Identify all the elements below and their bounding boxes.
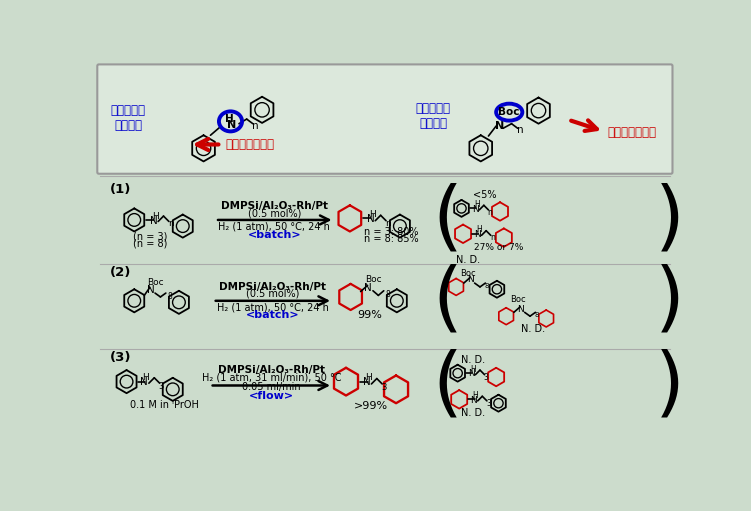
Text: Boc: Boc (510, 295, 526, 304)
Text: N. D.: N. D. (461, 408, 485, 418)
Text: <flow>: <flow> (249, 391, 294, 401)
Text: >99%: >99% (354, 401, 388, 410)
Text: 8: 8 (167, 292, 172, 300)
Text: (n = 8): (n = 8) (133, 239, 167, 249)
Text: 選択的に水素化: 選択的に水素化 (608, 126, 657, 140)
Text: 触媒と強く
相互作用: 触媒と強く 相互作用 (110, 104, 146, 131)
Text: N. D.: N. D. (456, 255, 480, 265)
Text: N: N (495, 121, 504, 131)
Text: 3: 3 (158, 382, 164, 391)
Text: H: H (143, 373, 149, 382)
Text: n = 3: 80%: n = 3: 80% (363, 227, 418, 237)
Text: N: N (364, 283, 372, 293)
Text: ): ) (656, 183, 685, 257)
Text: N: N (517, 305, 524, 314)
Text: 3: 3 (484, 373, 489, 382)
Text: n: n (385, 219, 391, 227)
Text: Boc: Boc (460, 269, 475, 277)
Text: DMPSi/Al₂O₃-Rh/Pt: DMPSi/Al₂O₃-Rh/Pt (221, 201, 328, 211)
Text: H₂ (1 atm, 31 ml/min), 50 °C: H₂ (1 atm, 31 ml/min), 50 °C (201, 373, 341, 383)
Text: (0.5 mol%): (0.5 mol%) (246, 289, 300, 299)
Text: H: H (476, 225, 482, 235)
Text: ): ) (656, 349, 685, 423)
Text: H₂ (1 atm), 50 °C, 24 h: H₂ (1 atm), 50 °C, 24 h (219, 222, 330, 232)
Text: H: H (474, 200, 480, 209)
Text: 8: 8 (385, 290, 390, 299)
Text: N: N (227, 120, 236, 130)
Text: H₂ (1 atm), 50 °C, 24 h: H₂ (1 atm), 50 °C, 24 h (217, 303, 329, 313)
Text: (2): (2) (110, 266, 131, 279)
Text: <batch>: <batch> (248, 230, 301, 240)
Text: N: N (140, 378, 148, 387)
Text: N: N (475, 230, 481, 239)
Text: 3: 3 (381, 383, 387, 391)
Text: DMPSi/Al₂O₃-Rh/Pt: DMPSi/Al₂O₃-Rh/Pt (218, 365, 325, 375)
Text: Boc: Boc (147, 278, 164, 287)
Text: H: H (152, 212, 159, 221)
Text: Boc: Boc (499, 107, 520, 117)
Text: N: N (146, 285, 154, 295)
Text: ): ) (656, 264, 685, 338)
Text: 選択的に水素化: 選択的に水素化 (225, 138, 274, 151)
Text: N. D.: N. D. (521, 323, 545, 334)
Text: n: n (168, 219, 174, 228)
Text: H: H (470, 365, 476, 374)
Text: 立体的に混
んでいる: 立体的に混 んでいる (415, 102, 451, 130)
Text: n: n (517, 125, 524, 135)
Text: N: N (467, 275, 474, 285)
Text: N: N (366, 214, 375, 224)
Text: 8: 8 (484, 283, 489, 289)
Text: n: n (487, 208, 493, 217)
Text: (3): (3) (110, 351, 131, 364)
Text: 3: 3 (486, 399, 491, 408)
Text: N: N (468, 369, 475, 379)
Text: 0.05 ml/min: 0.05 ml/min (242, 382, 300, 392)
Text: n = 8: 85%: n = 8: 85% (363, 234, 418, 244)
Text: n: n (252, 121, 258, 131)
Text: <batch>: <batch> (246, 310, 300, 320)
Text: DMPSi/Al₂O₃-Rh/Pt: DMPSi/Al₂O₃-Rh/Pt (219, 282, 327, 292)
Text: (: ( (432, 349, 462, 423)
Text: 0.1 M in ⁱPrOH: 0.1 M in ⁱPrOH (131, 400, 199, 410)
Text: H: H (365, 373, 372, 382)
Text: <5%: <5% (473, 190, 496, 200)
Text: H: H (225, 114, 234, 124)
Text: H: H (472, 391, 478, 400)
Text: (n = 3): (n = 3) (133, 232, 167, 242)
Text: N: N (149, 216, 158, 226)
Text: (0.5 mol%): (0.5 mol%) (248, 208, 301, 218)
Text: 8: 8 (535, 312, 539, 318)
Text: 27% or 7%: 27% or 7% (474, 243, 523, 252)
Text: (: ( (432, 264, 462, 338)
Text: N: N (363, 378, 371, 387)
Text: Boc: Boc (365, 275, 382, 285)
Text: N: N (472, 205, 478, 214)
Text: (1): (1) (110, 183, 131, 196)
Text: 99%: 99% (357, 310, 382, 320)
Text: (: ( (432, 183, 462, 257)
FancyBboxPatch shape (98, 64, 672, 174)
Text: N: N (470, 396, 477, 405)
Text: N. D.: N. D. (461, 355, 485, 365)
Text: H: H (369, 210, 376, 219)
Text: n: n (490, 233, 495, 242)
